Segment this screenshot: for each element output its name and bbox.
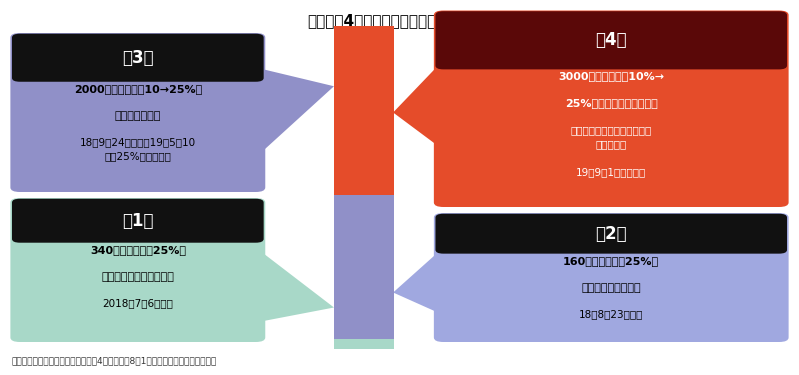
Text: 340億ドル規模（25%）: 340億ドル規模（25%）	[89, 244, 186, 255]
Text: 家具、家電など: 家具、家電など	[114, 111, 161, 121]
Text: 図１　第4弾では多数の消費財が対象品目に: 図１ 第4弾では多数の消費財が対象品目に	[308, 13, 491, 28]
Text: 産業用機械、自動車など: 産業用機械、自動車など	[101, 272, 174, 282]
FancyBboxPatch shape	[435, 214, 787, 254]
Polygon shape	[393, 60, 443, 150]
Bar	[334, 26, 394, 195]
Text: 2000億ドル規模（10→25%）: 2000億ドル規模（10→25%）	[74, 84, 202, 94]
Text: 160億ドル規模（25%）: 160億ドル規模（25%）	[563, 255, 659, 266]
FancyBboxPatch shape	[10, 33, 265, 192]
FancyBboxPatch shape	[434, 10, 789, 207]
Text: パソコン、スマートフォン、
衣料品など

19年9月1日発動予定: パソコン、スマートフォン、 衣料品など 19年9月1日発動予定	[570, 125, 652, 177]
Text: 25%超まで引き上げ視野）: 25%超まで引き上げ視野）	[565, 98, 658, 108]
Text: 18年9月24日発動、19年5月10
日に25%へ引き上げ: 18年9月24日発動、19年5月10 日に25%へ引き上げ	[80, 138, 196, 162]
Polygon shape	[393, 248, 443, 315]
Text: 18年8月23日発動: 18年8月23日発動	[579, 309, 643, 320]
Bar	[334, 195, 394, 339]
Text: （注）カッコ内の数字は関税率。第4弾の内容は8月1日現在　（出所）編集部作成: （注）カッコ内の数字は関税率。第4弾の内容は8月1日現在 （出所）編集部作成	[12, 357, 217, 366]
FancyBboxPatch shape	[12, 34, 264, 82]
Text: 第2弾: 第2弾	[595, 225, 627, 243]
Text: 第1弾: 第1弾	[122, 212, 153, 230]
FancyBboxPatch shape	[12, 199, 264, 243]
Polygon shape	[256, 68, 334, 158]
Text: 2018年7月6日発動: 2018年7月6日発動	[102, 298, 173, 309]
Polygon shape	[256, 248, 334, 322]
FancyBboxPatch shape	[435, 11, 787, 69]
Text: 第3弾: 第3弾	[122, 49, 153, 67]
Text: 3000億ドル規模（10%→: 3000億ドル規模（10%→	[559, 71, 664, 81]
FancyBboxPatch shape	[10, 198, 265, 342]
Text: 第4弾: 第4弾	[595, 32, 627, 50]
Bar	[334, 339, 394, 349]
Text: 化学品、半導体など: 化学品、半導体など	[582, 282, 641, 292]
FancyBboxPatch shape	[434, 213, 789, 342]
